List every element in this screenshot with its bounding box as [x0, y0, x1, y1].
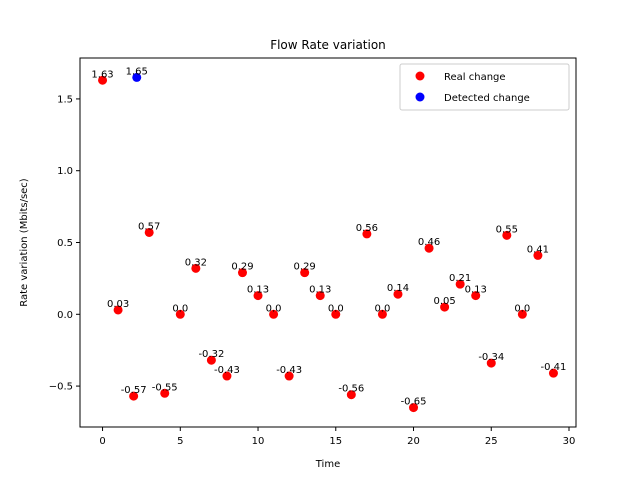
- data-label: 0.0: [374, 303, 390, 314]
- legend-marker: [415, 92, 425, 102]
- data-point: [486, 358, 496, 368]
- legend-label: Detected change: [444, 93, 530, 104]
- data-label: 0.0: [514, 303, 530, 314]
- data-point: [253, 291, 263, 301]
- data-label: -0.56: [338, 384, 364, 395]
- data-label: 0.13: [247, 285, 269, 296]
- data-label: 1.65: [126, 66, 148, 77]
- data-point: [455, 279, 465, 289]
- x-tick-label: 5: [177, 436, 183, 447]
- data-point: [346, 390, 356, 400]
- y-tick-label: 0.5: [57, 238, 73, 249]
- data-label: -0.57: [121, 385, 147, 396]
- data-label: 0.0: [172, 303, 188, 314]
- axis-ticks: 0 5 10 15 20 25 30 −0.5 0.0 0.5 1.0 1.5: [49, 94, 576, 447]
- data-point: [362, 229, 372, 239]
- data-label: 0.41: [527, 244, 549, 255]
- chart-title: Flow Rate variation: [270, 38, 386, 52]
- data-point: [300, 268, 310, 278]
- data-label: 0.57: [138, 221, 160, 232]
- data-point: [269, 309, 279, 319]
- y-tick-label: 1.0: [57, 166, 73, 177]
- legend-marker: [415, 71, 425, 81]
- y-tick-label: 0.0: [57, 310, 73, 321]
- x-tick-label: 20: [407, 436, 420, 447]
- data-point: [548, 368, 558, 378]
- x-tick-label: 15: [329, 436, 342, 447]
- data-label: 0.29: [231, 262, 253, 273]
- x-tick-label: 10: [252, 436, 265, 447]
- data-point: [424, 243, 434, 253]
- data-point: [129, 391, 139, 401]
- data-point: [377, 309, 387, 319]
- data-point: [113, 305, 123, 315]
- x-tick-label: 30: [563, 436, 576, 447]
- data-label: 0.0: [328, 303, 344, 314]
- data-point: [502, 230, 512, 240]
- data-point: [409, 403, 419, 413]
- data-label: 0.46: [418, 237, 440, 248]
- data-point: [331, 309, 341, 319]
- data-label: 0.14: [387, 283, 409, 294]
- data-point: [144, 227, 154, 237]
- data-point: [440, 302, 450, 312]
- plot-frame: [79, 57, 577, 428]
- data-label: -0.34: [478, 352, 504, 363]
- data-label: 0.0: [266, 303, 282, 314]
- data-point: [517, 309, 527, 319]
- data-point: [237, 268, 247, 278]
- data-label: -0.32: [198, 349, 224, 360]
- data-label: 0.05: [433, 296, 455, 307]
- data-label: -0.43: [276, 365, 302, 376]
- data-point: [471, 291, 481, 301]
- data-label: 0.55: [496, 224, 518, 235]
- data-point: [160, 388, 170, 398]
- data-label: -0.41: [541, 362, 567, 373]
- data-point: [284, 371, 294, 381]
- legend-box: [399, 63, 570, 111]
- data-label: 0.13: [465, 285, 487, 296]
- x-tick-label: 0: [99, 436, 105, 447]
- y-tick-label: −0.5: [49, 382, 73, 393]
- data-label: 0.32: [185, 257, 207, 268]
- data-labels: 1.63 0.03 -0.57 0.57 -0.55 0.0 0.32 -0.32 -0.43 0…: [91, 66, 566, 407]
- data-point: [191, 263, 201, 273]
- data-point: [533, 250, 543, 260]
- data-point: [222, 371, 232, 381]
- data-label: 0.03: [107, 299, 129, 310]
- legend-label: Real change: [444, 72, 506, 83]
- data-point: [315, 291, 325, 301]
- y-axis-label: Rate variation (Mbits/sec): [19, 178, 30, 307]
- y-tick-label: 1.5: [57, 94, 73, 105]
- data-points: [98, 72, 558, 413]
- data-point: [393, 289, 403, 299]
- x-axis-label: Time: [315, 459, 340, 470]
- data-point: [98, 75, 108, 85]
- data-label: 1.63: [91, 69, 113, 80]
- data-label: 0.29: [294, 262, 316, 273]
- data-label: 0.56: [356, 223, 378, 234]
- data-label: -0.55: [152, 382, 178, 393]
- legend: Real change Detected change: [399, 63, 570, 111]
- x-tick-label: 25: [485, 436, 498, 447]
- data-label: -0.43: [214, 365, 240, 376]
- data-label: -0.65: [401, 397, 427, 408]
- data-label: 0.21: [449, 273, 471, 284]
- data-point: [206, 355, 216, 365]
- data-label: 0.13: [309, 285, 331, 296]
- data-point: [132, 72, 142, 82]
- data-point: [175, 309, 185, 319]
